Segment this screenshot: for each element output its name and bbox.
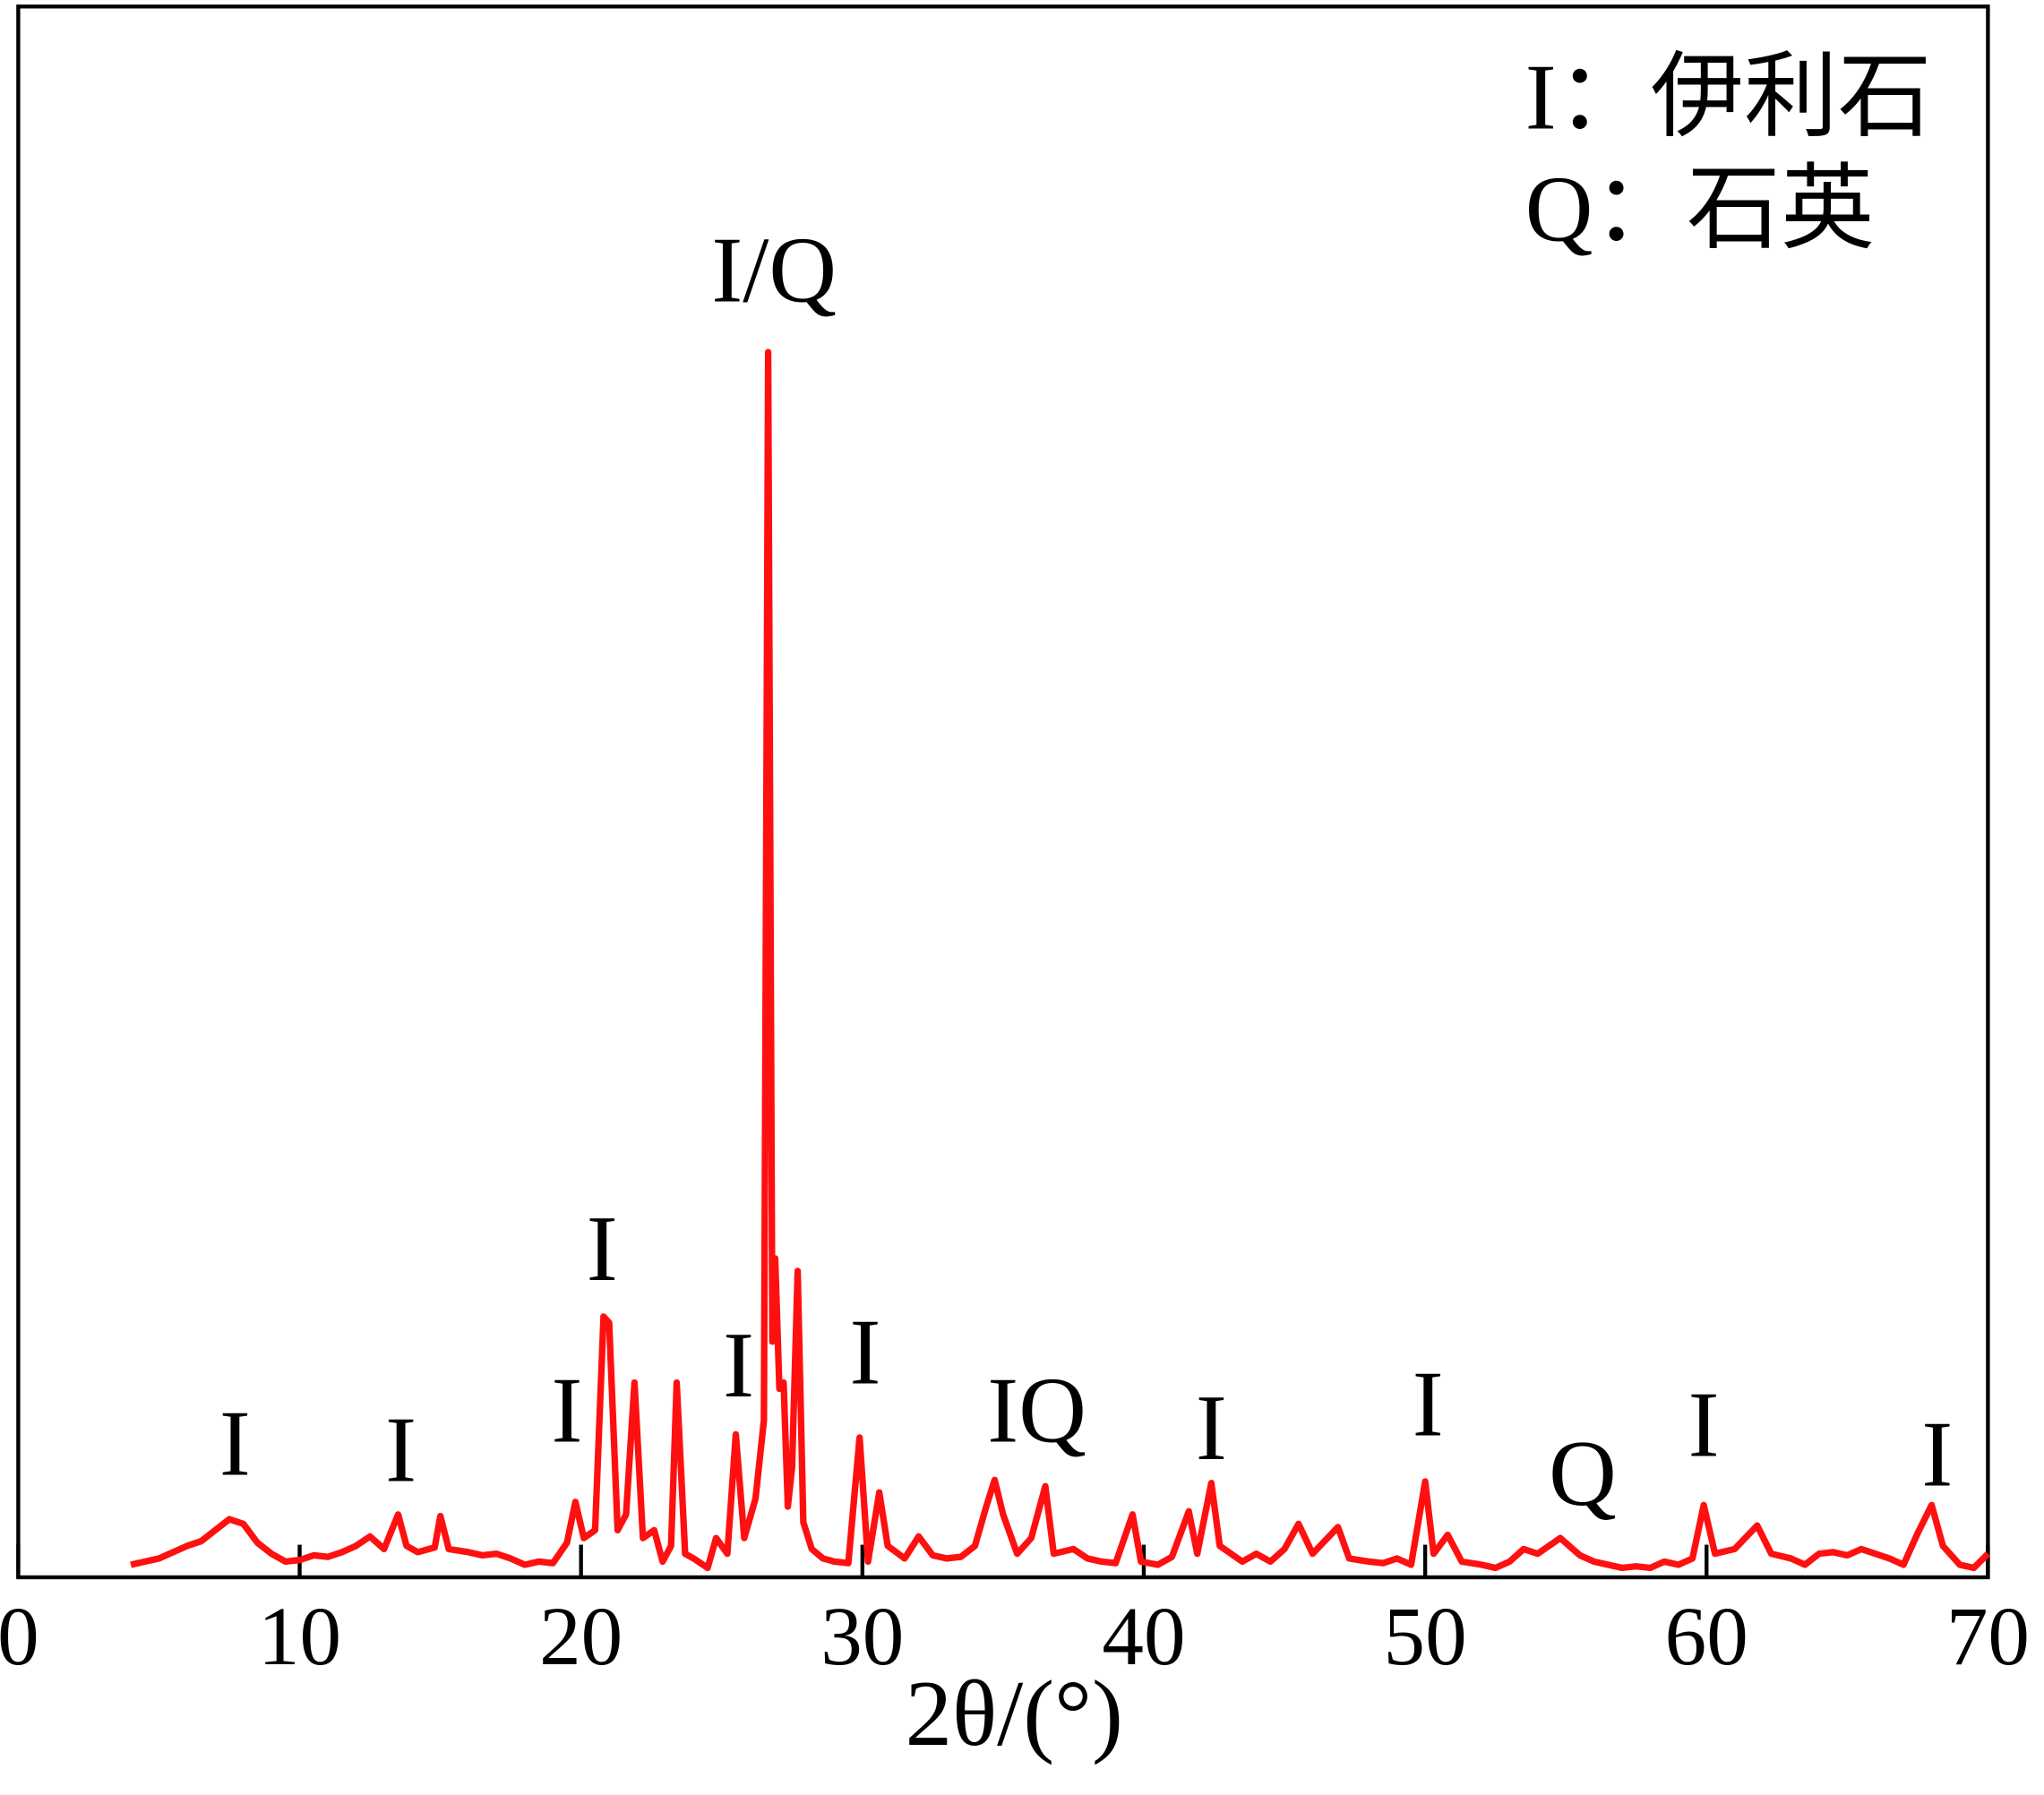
x-tick-label: 0 [0,1591,39,1683]
legend-note: I：伊利石 [1525,45,1932,149]
peak-label: I [587,1197,618,1301]
legend-note: Q：石英 [1525,158,1875,262]
x-tick-label: 40 [1102,1591,1185,1683]
peak-label: IQ [987,1359,1086,1463]
peak-label: I [552,1359,583,1463]
x-tick-label: 10 [258,1591,341,1683]
peak-label: I [385,1397,417,1501]
peak-label: I [219,1391,251,1495]
x-tick-label: 50 [1384,1591,1467,1683]
x-tick-label: 60 [1665,1591,1748,1683]
peak-label: I [850,1301,881,1404]
x-axis-title: 2θ/(°) [906,1662,1123,1765]
peak-label: I/Q [711,218,837,322]
peak-label: I [1196,1376,1227,1480]
xrd-line [130,348,1990,1572]
peak-label: I [1921,1403,1953,1507]
x-tick-label: 30 [820,1591,904,1683]
x-tick-label: 70 [1946,1591,2030,1683]
peak-label: Q [1549,1421,1617,1525]
x-tick-label: 20 [539,1591,623,1683]
peak-label: I [1688,1372,1720,1476]
plot-frame [16,4,1990,1580]
peak-label: I [1413,1353,1444,1456]
peak-label: I [723,1313,754,1417]
